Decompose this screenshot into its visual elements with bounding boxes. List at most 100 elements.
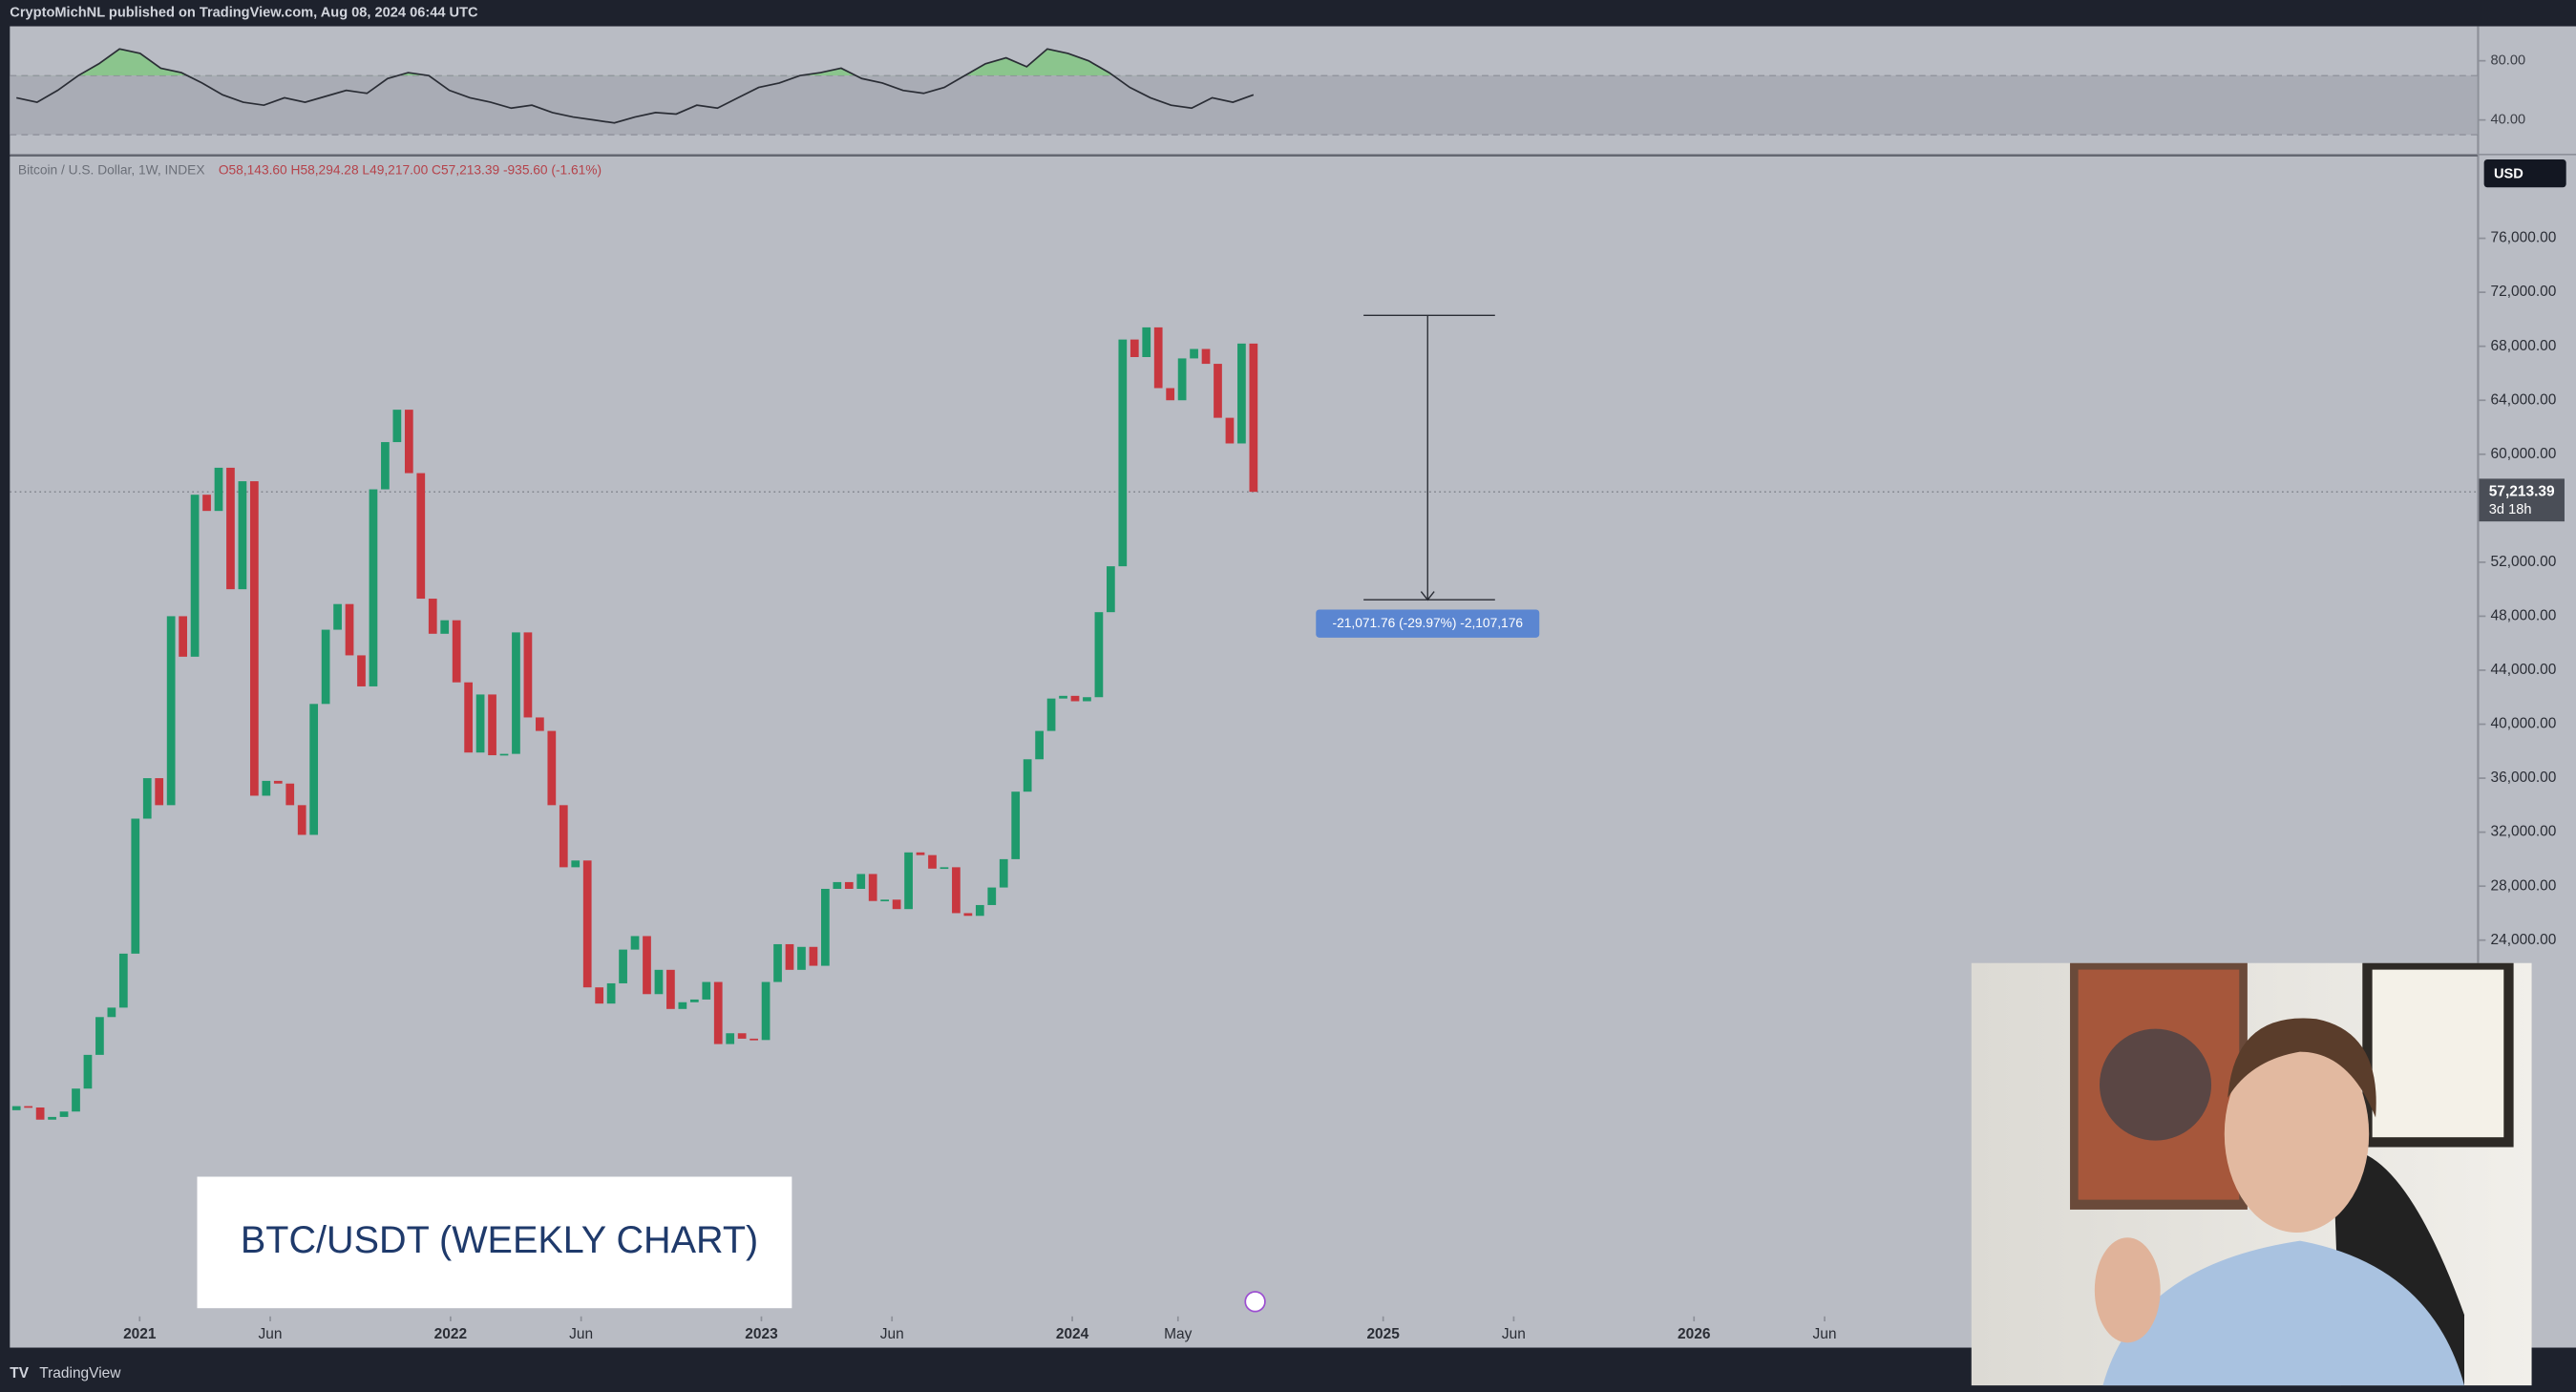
rsi-line <box>16 48 1255 124</box>
candle-body <box>285 783 295 806</box>
rsi-tick-label: 80.00 <box>2491 53 2526 69</box>
candle-body <box>1130 339 1139 357</box>
candle-body <box>1083 697 1091 702</box>
candle-body <box>1023 759 1032 792</box>
candle-body <box>24 1106 33 1108</box>
y-tick-label: 76,000.00 <box>2491 230 2557 246</box>
candle-body <box>202 495 211 512</box>
candle-body <box>999 858 1008 888</box>
candle-body <box>11 1106 21 1110</box>
candle-body <box>1107 566 1115 613</box>
y-tick-label: 72,000.00 <box>2491 284 2557 300</box>
candle-body <box>59 1111 69 1117</box>
candle-body <box>559 805 568 868</box>
candle-body <box>416 473 426 600</box>
candle-body <box>1177 358 1187 401</box>
x-tick-label: Jun <box>569 1326 593 1342</box>
candle-body <box>773 943 782 982</box>
candle-body <box>750 1038 758 1041</box>
y-tick-label: 40,000.00 <box>2491 716 2557 732</box>
candle-body <box>297 805 306 835</box>
candle-body <box>238 481 247 590</box>
candle-body <box>452 620 461 683</box>
candle-body <box>833 881 842 889</box>
candle-body <box>155 778 164 806</box>
candle-body <box>689 999 699 1002</box>
candle-body <box>118 953 128 1008</box>
hand <box>2094 1237 2161 1343</box>
candle-body <box>250 481 259 796</box>
candle-body <box>166 616 176 806</box>
x-tick-label: 2025 <box>1366 1326 1400 1342</box>
candle-body <box>547 730 557 806</box>
candle-body <box>844 881 854 889</box>
candle-body <box>1237 343 1246 444</box>
candle-body <box>107 1007 116 1018</box>
currency-badge[interactable] <box>2483 158 2566 188</box>
candle-body <box>975 904 984 917</box>
rsi-band <box>10 75 2478 136</box>
candle-body <box>868 874 877 901</box>
candle-body <box>821 888 830 966</box>
candle-body <box>643 936 651 995</box>
candle-body <box>190 495 200 657</box>
candle-body <box>1225 417 1235 444</box>
current-price-badge <box>2479 478 2565 522</box>
y-tick-label: 52,000.00 <box>2491 554 2557 570</box>
candle-body <box>797 946 806 970</box>
candle-body <box>273 780 283 784</box>
candle-body <box>713 981 723 1044</box>
candle-body <box>1070 695 1080 702</box>
candle-body <box>404 410 413 474</box>
webcam <box>1971 962 2532 1386</box>
current-price: 57,213.39 <box>2489 483 2555 499</box>
candle-body <box>83 1054 93 1089</box>
candle-body <box>785 943 794 970</box>
currency[interactable]: USD <box>2494 166 2523 181</box>
y-tick-label: 68,000.00 <box>2491 338 2557 354</box>
x-tick-label: Jun <box>880 1326 904 1342</box>
painting-clock <box>2100 1028 2212 1141</box>
candle-body <box>1201 348 1211 365</box>
candle-body <box>702 981 711 1000</box>
x-tick-label: 2026 <box>1678 1326 1711 1342</box>
measure-label: -21,071.76 (-29.97%) -2,107,176 <box>1333 616 1524 630</box>
candle-body <box>571 860 581 868</box>
candle-body <box>369 489 378 686</box>
candle-body <box>392 410 402 443</box>
candle-body <box>214 467 223 512</box>
x-tick-label: 2024 <box>1056 1326 1089 1342</box>
candle-body <box>606 982 616 1004</box>
x-tick-label: 2023 <box>745 1326 778 1342</box>
y-tick-label: 28,000.00 <box>2491 877 2557 894</box>
candle-body <box>512 632 520 754</box>
y-tick-label: 44,000.00 <box>2491 662 2557 678</box>
measure-arrow <box>1420 591 1435 601</box>
candle-body <box>666 969 675 1009</box>
candle-body <box>928 854 937 869</box>
candle-body <box>1118 339 1128 567</box>
candle-body <box>987 887 997 905</box>
candle-body <box>1035 730 1044 760</box>
candle-body <box>809 946 818 966</box>
candle-body <box>345 603 354 656</box>
candle-body <box>1190 348 1198 359</box>
y-tick-label: 36,000.00 <box>2491 770 2557 786</box>
candle-body <box>523 632 533 718</box>
footer-brand: TradingView <box>39 1365 121 1381</box>
candle-body <box>48 1116 56 1120</box>
candle-body <box>95 1017 104 1055</box>
candle-body <box>464 682 473 753</box>
candle-body <box>357 655 366 686</box>
candle-body <box>856 874 866 889</box>
caption-box <box>197 1176 792 1309</box>
candle-body <box>726 1033 735 1044</box>
candle-body <box>737 1033 747 1039</box>
candle-body <box>440 620 450 634</box>
candle-body <box>963 913 973 917</box>
candle-body <box>952 867 961 914</box>
footer-logo: TV <box>10 1365 29 1381</box>
candle-body <box>630 936 640 950</box>
face <box>2224 1035 2370 1234</box>
